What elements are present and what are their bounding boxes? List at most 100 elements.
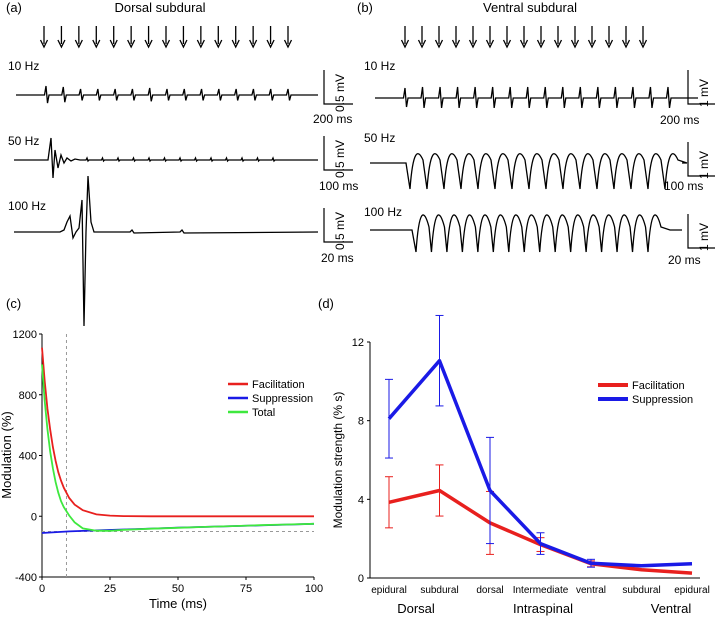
- panel-d-y-tick-label: 0: [358, 573, 364, 585]
- stimulus-arrowhead: [266, 39, 275, 49]
- panel-c-y-axis-label: Modulation (%): [0, 411, 14, 498]
- stimulus-arrowhead: [249, 39, 258, 49]
- panel-c-legend: Facilitation Suppression Total: [228, 379, 313, 419]
- stimulus-arrowhead: [144, 39, 153, 49]
- panel-a-scalebar-50hz: [323, 136, 353, 171]
- stimulus-arrowhead: [196, 39, 205, 49]
- panel-b-trace-50hz: [370, 153, 688, 190]
- panel-d-x-tick-label: epidural: [674, 585, 710, 596]
- panel-d-x-tick-label: dorsal: [476, 585, 503, 596]
- panel-d-x-tick-label: ventral: [576, 585, 606, 596]
- panel-b-scale-x-10hz: 200 ms: [660, 113, 699, 127]
- panel-d-group-label: Ventral: [651, 601, 692, 616]
- stimulus-arrowhead: [92, 39, 101, 49]
- panel-d-y-axis-label: Modulation strength (% s): [331, 392, 345, 529]
- stimulus-arrowhead: [468, 39, 478, 49]
- stimulus-arrowhead: [638, 39, 648, 49]
- panel-c-y-tick-label: 800: [19, 390, 37, 402]
- stimulus-arrowhead: [179, 39, 188, 49]
- stimulus-arrowhead: [587, 39, 597, 49]
- panel-c-x-tick-label: 0: [39, 583, 45, 595]
- panel-b-label: (b): [357, 0, 373, 15]
- legend-label-suppression: Suppression: [252, 393, 313, 405]
- panel-b-scalebar-10hz: [687, 70, 715, 105]
- panel-d-group-label: Dorsal: [397, 601, 435, 616]
- stimulus-arrowhead: [74, 39, 83, 49]
- stimulus-arrowhead: [109, 39, 118, 49]
- panel-a-freq-50hz: 50 Hz: [8, 134, 39, 148]
- stimulus-arrowhead: [485, 39, 495, 49]
- panel-c-series-facilitation: [41, 347, 314, 518]
- panel-a-trace-100hz: [14, 175, 319, 327]
- stimulus-arrowhead: [214, 39, 223, 49]
- panel-a-scale-x-50hz: 100 ms: [319, 179, 358, 193]
- panel-a-scalebar-10hz: [323, 70, 353, 105]
- stimulus-arrowhead: [553, 39, 563, 49]
- panel-a-scale-y-50hz: 0.5 mV: [333, 140, 347, 178]
- stimulus-arrowhead: [604, 39, 614, 49]
- panel-b-scale-y-50hz: 1 mV: [697, 151, 711, 179]
- panel-c-x-axis-label: Time (ms): [149, 596, 207, 611]
- panel-a-scale-y-100hz: 0.5 mV: [333, 212, 347, 250]
- panel-d-group-label: Intraspinal: [513, 601, 573, 616]
- panel-d-x-tick-label: subdural: [420, 585, 458, 596]
- panel-d-y-tick-label: 8: [358, 416, 364, 428]
- stimulus-arrowhead: [434, 39, 444, 49]
- panel-c-x-tick-label: 50: [172, 583, 184, 595]
- panel-a-trace-10hz: [16, 85, 318, 104]
- panel-c-y-tick-label: 1200: [13, 329, 37, 341]
- panel-b-scale-x-50hz: 100 ms: [664, 179, 703, 193]
- panel-a-scale-x-100hz: 20 ms: [321, 251, 354, 265]
- stimulus-arrowhead: [536, 39, 546, 49]
- panel-b-scalebar-50hz: [687, 142, 715, 177]
- panel-a-title: Dorsal subdural: [114, 0, 205, 15]
- panel-b-scale-x-100hz: 20 ms: [668, 253, 701, 267]
- panel-a-stimulus-arrows: [39, 26, 293, 49]
- panel-b-trace-100hz: [370, 214, 682, 253]
- stimulus-arrowhead: [451, 39, 461, 49]
- panel-b-scale-y-10hz: 1 mV: [697, 79, 711, 107]
- stimulus-arrowhead: [519, 39, 529, 49]
- stimulus-arrowhead: [570, 39, 580, 49]
- legend-label-facilitation: Facilitation: [252, 379, 305, 391]
- panel-b-scalebar-100hz: [687, 214, 715, 249]
- stimulus-arrowhead: [161, 39, 171, 49]
- stimulus-arrowhead: [57, 39, 66, 49]
- panel-a-scale-y-10hz: 0.5 mV: [333, 74, 347, 112]
- panel-c-y-tick-label: -400: [15, 572, 37, 584]
- panel-c-y-tick-label: 400: [19, 451, 37, 463]
- panel-a-label: (a): [6, 0, 22, 15]
- stimulus-arrowhead: [621, 39, 631, 49]
- panel-d-series-suppression: [387, 358, 693, 568]
- panel-d-x-tick-label: Intermediate: [513, 585, 569, 596]
- panel-a-freq-10hz: 10 Hz: [8, 59, 39, 73]
- stimulus-arrowhead: [417, 39, 427, 49]
- stimulus-arrowhead: [283, 39, 293, 49]
- legend-label-total: Total: [252, 407, 275, 419]
- panel-b-freq-10hz: 10 Hz: [364, 59, 395, 73]
- panel-a-scale-x-10hz: 200 ms: [313, 112, 352, 126]
- stimulus-arrowhead: [39, 39, 49, 49]
- panel-d-plot: 0 4 8 12 epidural subdural dorsal Intermediate v…: [352, 314, 710, 616]
- panel-b-trace-10hz: [375, 86, 698, 108]
- stimulus-arrowhead: [502, 39, 512, 49]
- panel-c-y-tick-label: 0: [31, 511, 37, 523]
- panel-b-scale-y-100hz: 1 mV: [697, 223, 711, 251]
- stimulus-arrowhead: [127, 39, 136, 49]
- legend-label-suppression-d: Suppression: [632, 394, 693, 406]
- panel-d-series-facilitation: [388, 488, 693, 575]
- stimulus-arrowhead: [231, 39, 240, 49]
- panel-c-series-total: [41, 364, 315, 532]
- panel-d-y-tick-label: 4: [358, 494, 364, 506]
- legend-label-facilitation-d: Facilitation: [632, 380, 685, 392]
- panel-b-title: Ventral subdural: [483, 0, 577, 15]
- panel-c-x-tick-label: 25: [104, 583, 116, 595]
- panel-c-x-tick-label: 75: [240, 583, 252, 595]
- panel-d-label: (d): [318, 296, 334, 311]
- panel-a-trace-50hz: [14, 137, 318, 179]
- panel-b-freq-100hz: 100 Hz: [364, 205, 402, 219]
- panel-c-x-tick-label: 100: [305, 583, 323, 595]
- panel-d-legend: Facilitation Suppression: [598, 380, 693, 406]
- panel-b-freq-50hz: 50 Hz: [364, 131, 395, 145]
